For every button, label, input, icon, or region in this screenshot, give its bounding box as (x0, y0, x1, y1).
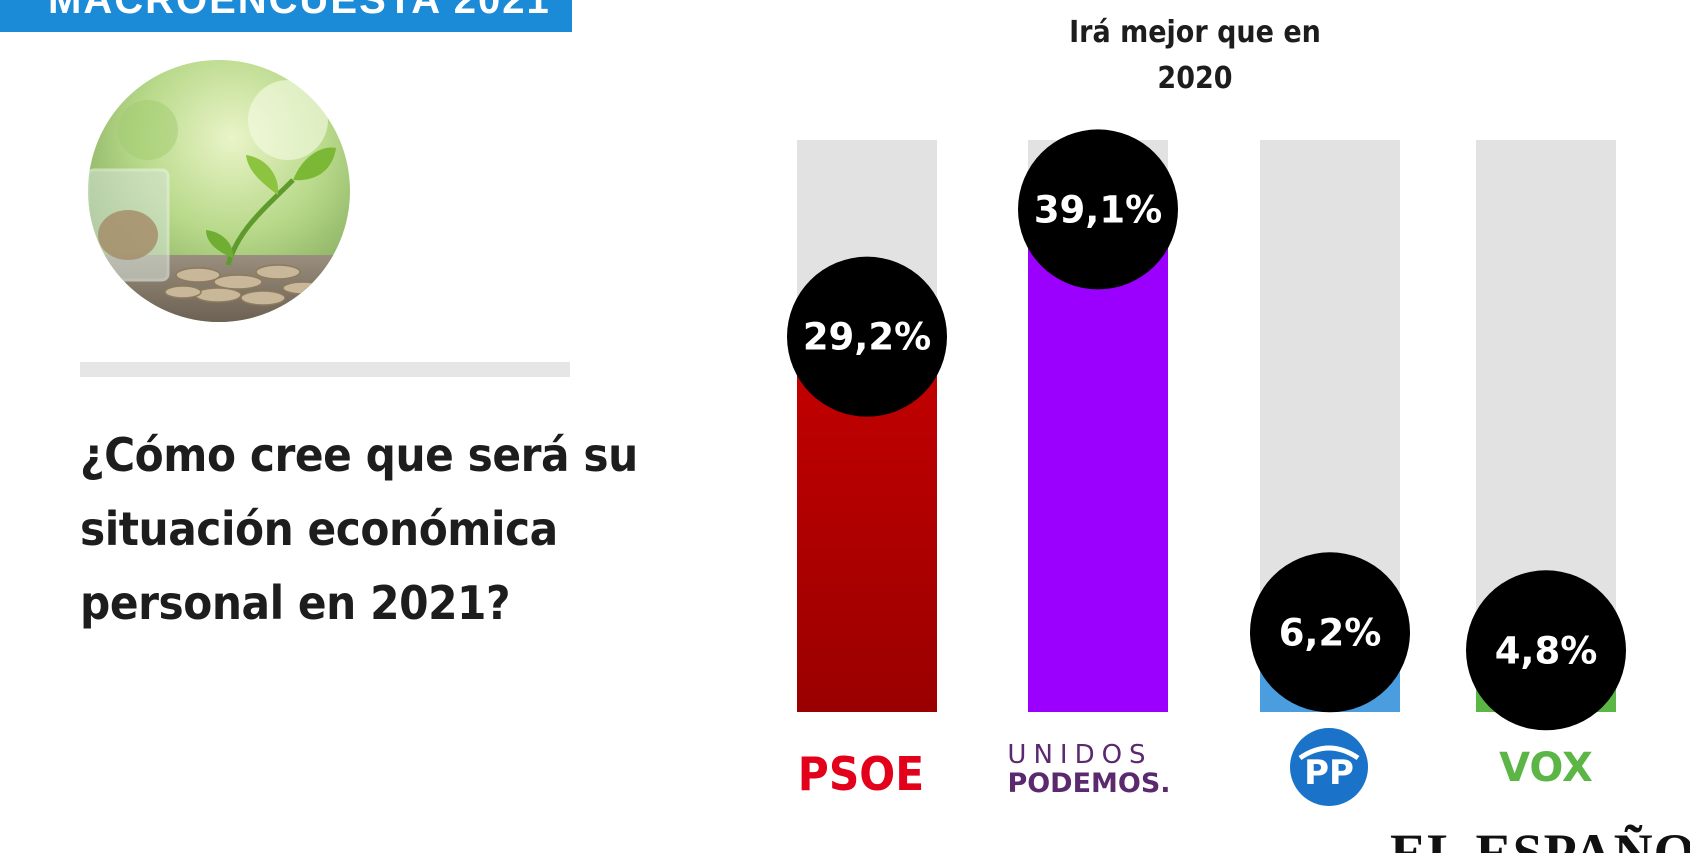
legend-label: Irá mejor que en 2020 (1069, 15, 1321, 96)
value-bubble-unidos-podemos (1018, 129, 1178, 290)
psoe-logo: PSOE (798, 748, 924, 801)
value-label-psoe: 29,2% (803, 316, 931, 359)
vox-logo: VOX (1499, 745, 1593, 791)
el-espanol-logo: EL ESPAÑOL (1390, 823, 1690, 853)
value-label-pp: 6,2% (1279, 611, 1382, 654)
psoe-logo-text: PSOE (798, 748, 924, 801)
pp-logo: PP (1290, 728, 1368, 806)
banner-title: MACROENCUESTA 2021 (48, 0, 551, 22)
section-divider (80, 362, 570, 377)
value-label-unidos-podemos: 39,1% (1034, 188, 1162, 231)
podemos-logo-top: UNIDOS (1007, 740, 1152, 770)
value-bubble-pp (1250, 552, 1410, 713)
pp-logo-text: PP (1304, 753, 1354, 793)
pp-logo-arc (1298, 745, 1360, 761)
podemos-logo: UNIDOS PODEMOS. (1007, 740, 1170, 799)
header-banner: MACROENCUESTA 2021 (0, 0, 572, 32)
value-bubble-psoe (787, 256, 947, 417)
podemos-logo-bottom: PODEMOS. (1007, 768, 1170, 799)
bar-unidos-podemos (1028, 209, 1168, 712)
value-bubble-vox (1466, 570, 1626, 731)
value-bubbles: 29,2% 39,1% 6,2% 4,8% (787, 129, 1626, 731)
pp-logo-circle (1290, 728, 1368, 806)
vox-logo-text: VOX (1499, 745, 1593, 791)
value-label-vox: 4,8% (1495, 629, 1598, 672)
question-title: ¿Cómo cree que será su situación económi… (80, 428, 638, 630)
